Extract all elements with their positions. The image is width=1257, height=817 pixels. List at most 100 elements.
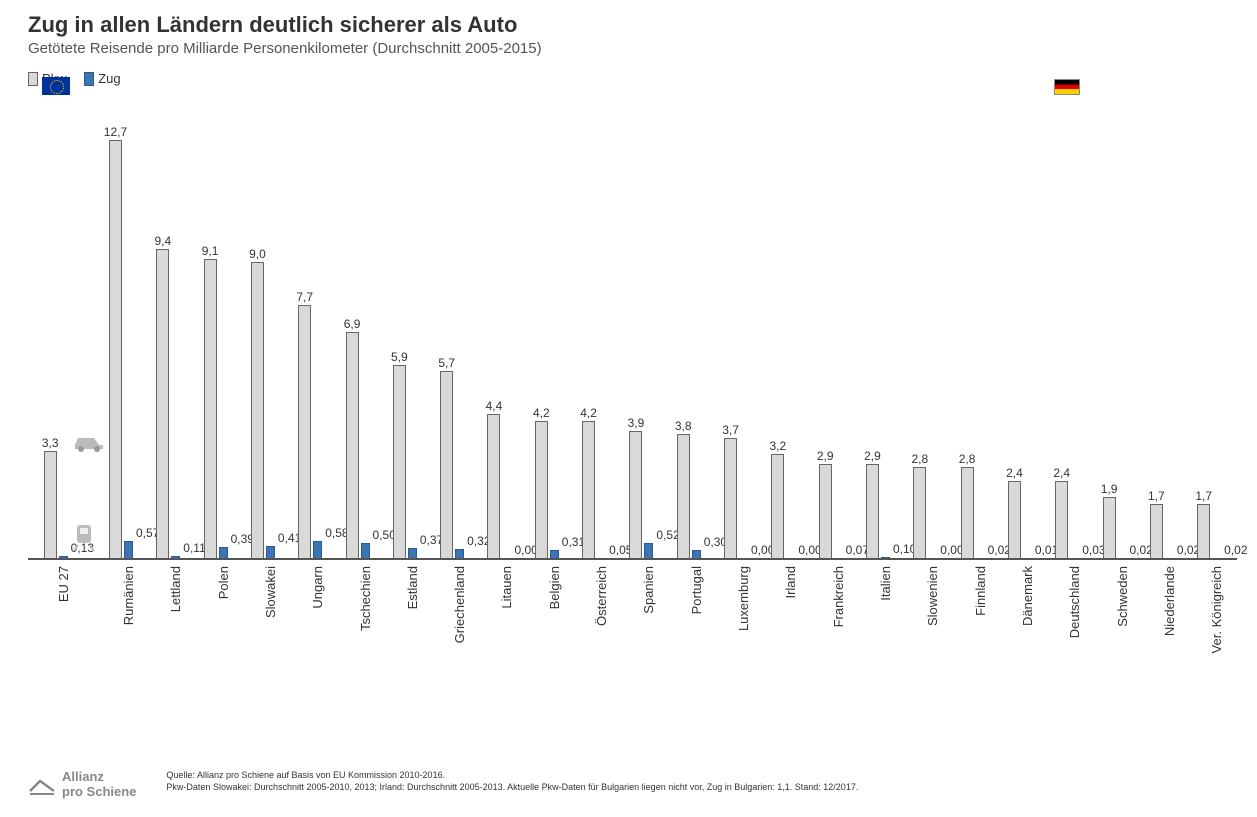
x-axis-label: Deutschland — [1044, 560, 1091, 660]
x-axis-label: Dänemark — [996, 560, 1043, 660]
bar-pkw: 9,4 — [156, 249, 169, 560]
bar-group: 5,70,32 — [429, 130, 476, 560]
bar-group: 9,40,11 — [145, 130, 192, 560]
bar-pkw: 5,7 — [440, 371, 453, 560]
x-axis-label: Slowakei — [239, 560, 286, 660]
bar-pkw: 3,2 — [771, 454, 784, 560]
bar-group: 1,70,02 — [1138, 130, 1185, 560]
de-flag-icon — [1054, 79, 1080, 100]
bar-value-pkw: 3,9 — [628, 416, 645, 430]
source-line2: Pkw-Daten Slowakei: Durchschnitt 2005-20… — [166, 782, 858, 794]
x-axis-label: Spanien — [618, 560, 665, 660]
x-axis-label: Rumänien — [97, 560, 144, 660]
bar-group: 4,20,05 — [570, 130, 617, 560]
bar-group: 3,70,00 — [712, 130, 759, 560]
bar-pkw: 2,9 — [866, 464, 879, 560]
footer: Allianz pro Schiene Quelle: Allianz pro … — [28, 770, 1237, 799]
eu-flag-icon — [42, 77, 70, 100]
bar-value-pkw: 1,7 — [1195, 489, 1212, 503]
bar-value-pkw: 3,7 — [722, 423, 739, 437]
bar-value-pkw: 2,9 — [817, 449, 834, 463]
x-axis-label: EU 27 — [32, 560, 79, 660]
bar-pkw: 1,9 — [1103, 497, 1116, 560]
bar-group: 2,90,10 — [854, 130, 901, 560]
bar-group: 4,20,31 — [523, 130, 570, 560]
bar-value-pkw: 2,8 — [911, 452, 928, 466]
bar-value-pkw: 2,9 — [864, 449, 881, 463]
bar-group: 2,80,02 — [949, 130, 996, 560]
bar-group: 3,90,52 — [618, 130, 665, 560]
x-axis-label: Ver. Königreich — [1186, 560, 1233, 660]
x-axis-label: Frankreich — [807, 560, 854, 660]
bar-group: 1,90,02 — [1091, 130, 1138, 560]
bar-group: 1,70,02 — [1186, 130, 1233, 560]
bar-value-pkw: 2,8 — [959, 452, 976, 466]
bar-pkw: 4,2 — [582, 421, 595, 560]
bar-pkw: 3,7 — [724, 438, 737, 560]
bar-group: 3,80,30 — [665, 130, 712, 560]
x-axis-label: Litauen — [476, 560, 523, 660]
bar-value-pkw: 4,2 — [580, 406, 597, 420]
x-axis-label: Slowenien — [902, 560, 949, 660]
bar-pkw: 12,7 — [109, 140, 122, 560]
bar-pkw: 2,8 — [961, 467, 974, 560]
bar-value-pkw: 2,4 — [1006, 466, 1023, 480]
x-axis-label: Portugal — [665, 560, 712, 660]
bar-pkw: 2,4 — [1055, 481, 1068, 560]
bar-pkw: 5,9 — [393, 365, 406, 560]
x-axis-labels: EU 27RumänienLettlandPolenSlowakeiUngarn… — [28, 560, 1237, 660]
bar-value-pkw: 6,9 — [344, 317, 361, 331]
source-text: Quelle: Allianz pro Schiene auf Basis vo… — [166, 770, 858, 793]
bar-value-zug: 0,02 — [1224, 543, 1247, 557]
chart-area: 3,30,1312,70,579,40,119,10,399,00,417,70… — [28, 130, 1237, 660]
x-axis-label: Österreich — [570, 560, 617, 660]
chart-subtitle: Getötete Reisende pro Milliarde Personen… — [0, 38, 1257, 57]
x-axis-label: Luxemburg — [712, 560, 759, 660]
bar-group: 2,90,07 — [807, 130, 854, 560]
bar-pkw: 6,9 — [346, 332, 359, 560]
source-line1: Quelle: Allianz pro Schiene auf Basis vo… — [166, 770, 858, 782]
x-axis-label: Lettland — [145, 560, 192, 660]
bar-pkw: 4,2 — [535, 421, 548, 560]
x-axis-label: Ungarn — [287, 560, 334, 660]
bar-group: 2,40,03 — [1044, 130, 1091, 560]
logo-icon — [28, 774, 56, 796]
bar-value-pkw: 9,1 — [202, 244, 219, 258]
bar-group: 2,80,00 — [902, 130, 949, 560]
bar-value-pkw: 3,2 — [770, 439, 787, 453]
bar-value-pkw: 9,0 — [249, 247, 266, 261]
plot: 3,30,1312,70,579,40,119,10,399,00,417,70… — [28, 130, 1237, 560]
bar-group: 9,00,41 — [239, 130, 286, 560]
bar-value-pkw: 9,4 — [154, 234, 171, 248]
bar-value-pkw: 3,8 — [675, 419, 692, 433]
bar-pkw: 1,7 — [1150, 504, 1163, 560]
x-axis-label: Niederlande — [1138, 560, 1185, 660]
bar-pkw: 2,9 — [819, 464, 832, 560]
bar-pkw: 3,9 — [629, 431, 642, 560]
allianz-pro-schiene-logo: Allianz pro Schiene — [28, 770, 136, 799]
bar-value-pkw: 5,7 — [438, 356, 455, 370]
bar-pkw: 3,8 — [677, 434, 690, 560]
bar-pkw: 1,7 — [1197, 504, 1210, 560]
bar-group: 6,90,50 — [334, 130, 381, 560]
bar-group: 12,70,57 — [97, 130, 144, 560]
bar-value-pkw: 7,7 — [296, 290, 313, 304]
x-axis-label: Finnland — [949, 560, 996, 660]
bar-value-pkw: 4,4 — [486, 399, 503, 413]
legend-label-zug: Zug — [98, 71, 120, 86]
bar-value-pkw: 12,7 — [104, 125, 127, 139]
bar-pkw: 9,1 — [204, 259, 217, 560]
bar-group: 4,40,00 — [476, 130, 523, 560]
x-axis-label: Tschechien — [334, 560, 381, 660]
bar-pkw: 4,4 — [487, 414, 500, 560]
logo-text-line1: Allianz — [62, 770, 136, 784]
legend-swatch-pkw — [28, 72, 38, 86]
bar-value-pkw: 2,4 — [1053, 466, 1070, 480]
bar-group: 3,30,13 — [32, 130, 79, 560]
logo-text-line2: pro Schiene — [62, 785, 136, 799]
bar-group: 5,90,37 — [381, 130, 428, 560]
bar-group: 2,40,01 — [996, 130, 1043, 560]
chart-title: Zug in allen Ländern deutlich sicherer a… — [0, 0, 1257, 38]
bar-value-pkw: 3,3 — [42, 436, 59, 450]
legend-item-zug: Zug — [84, 71, 120, 86]
